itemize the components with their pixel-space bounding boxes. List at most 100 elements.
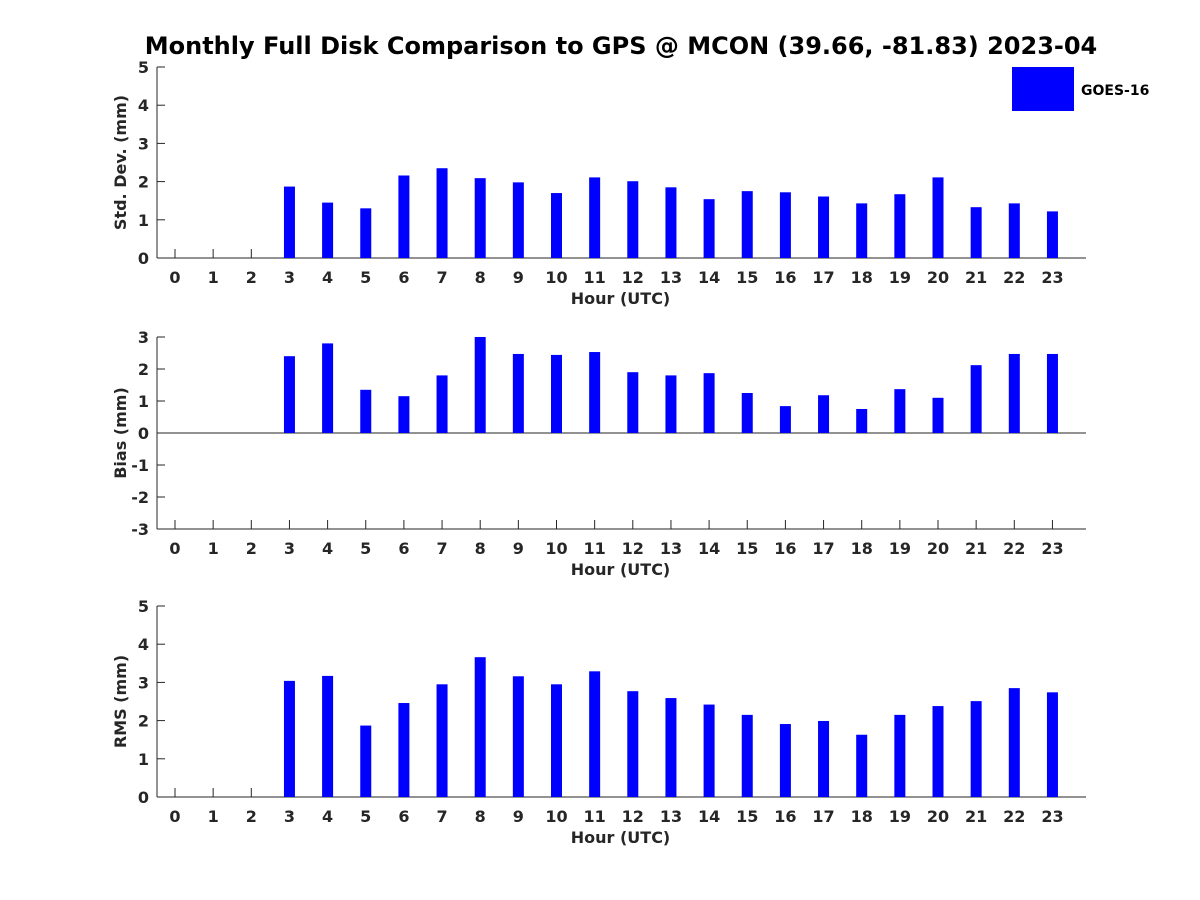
x-tick-label: 6 bbox=[398, 807, 409, 826]
bar-hour-12 bbox=[627, 372, 639, 433]
bar-hour-9 bbox=[512, 182, 524, 258]
bar-hour-13 bbox=[665, 375, 677, 433]
x-tick-label: 12 bbox=[622, 807, 644, 826]
bar-hour-22 bbox=[1008, 353, 1020, 433]
bar-hour-8 bbox=[474, 178, 486, 258]
x-tick-label: 9 bbox=[513, 268, 524, 287]
x-tick-label: 1 bbox=[208, 539, 219, 558]
x-tick-label: 15 bbox=[736, 268, 758, 287]
bar-hour-16 bbox=[779, 192, 791, 258]
bar-hour-21 bbox=[970, 701, 982, 797]
bar-hour-22 bbox=[1008, 203, 1020, 258]
y-axis-label: Bias (mm) bbox=[111, 387, 130, 479]
x-tick-label: 16 bbox=[774, 539, 796, 558]
y-tick-label: 0 bbox=[138, 249, 149, 268]
x-tick-label: 5 bbox=[360, 807, 371, 826]
bar-hour-5 bbox=[360, 208, 372, 258]
bar-hour-17 bbox=[818, 395, 830, 433]
bar-hour-23 bbox=[1046, 353, 1058, 433]
x-tick-label: 20 bbox=[927, 268, 949, 287]
legend-swatch bbox=[1012, 67, 1074, 111]
bar-hour-7 bbox=[436, 375, 448, 433]
bar-hour-23 bbox=[1046, 211, 1058, 258]
bar-hour-15 bbox=[741, 191, 753, 258]
bar-hour-14 bbox=[703, 199, 715, 258]
bar-hour-7 bbox=[436, 684, 448, 797]
x-tick-label: 14 bbox=[698, 807, 720, 826]
x-tick-label: 14 bbox=[698, 268, 720, 287]
x-tick-label: 17 bbox=[812, 539, 834, 558]
bar-hour-4 bbox=[322, 675, 334, 797]
x-tick-label: 16 bbox=[774, 807, 796, 826]
x-tick-label: 10 bbox=[545, 807, 567, 826]
bar-hour-18 bbox=[856, 409, 868, 433]
legend: GOES-16 bbox=[1012, 67, 1149, 111]
x-tick-label: 18 bbox=[851, 539, 873, 558]
bar-hour-18 bbox=[856, 734, 868, 797]
y-tick-label: 2 bbox=[138, 712, 149, 731]
x-tick-label: 0 bbox=[169, 807, 180, 826]
bar-hour-11 bbox=[589, 177, 601, 258]
bar-hour-15 bbox=[741, 393, 753, 433]
x-tick-label: 14 bbox=[698, 539, 720, 558]
x-tick-label: 12 bbox=[622, 539, 644, 558]
bar-hour-6 bbox=[398, 703, 410, 797]
x-tick-label: 22 bbox=[1003, 539, 1025, 558]
y-tick-label: 4 bbox=[138, 96, 149, 115]
x-tick-label: 13 bbox=[660, 539, 682, 558]
x-tick-label: 3 bbox=[284, 539, 295, 558]
bar-hour-10 bbox=[551, 354, 562, 433]
x-tick-label: 0 bbox=[169, 268, 180, 287]
x-tick-label: 7 bbox=[436, 539, 447, 558]
bar-hour-14 bbox=[703, 373, 715, 433]
y-tick-label: 2 bbox=[138, 360, 149, 379]
y-axis-label: RMS (mm) bbox=[111, 655, 130, 748]
bar-hour-9 bbox=[512, 676, 524, 797]
bar-hour-21 bbox=[970, 365, 982, 433]
x-tick-label: 1 bbox=[208, 268, 219, 287]
x-tick-label: 9 bbox=[513, 539, 524, 558]
bar-hour-8 bbox=[474, 337, 486, 433]
bar-hour-17 bbox=[818, 720, 830, 797]
x-tick-label: 9 bbox=[513, 807, 524, 826]
x-tick-label: 3 bbox=[284, 807, 295, 826]
x-tick-label: 2 bbox=[246, 539, 257, 558]
y-tick-label: 1 bbox=[138, 211, 149, 230]
bar-hour-20 bbox=[932, 177, 944, 258]
x-tick-label: 11 bbox=[584, 807, 606, 826]
x-axis-label: Hour (UTC) bbox=[571, 828, 671, 847]
x-tick-label: 10 bbox=[545, 268, 567, 287]
bar-hour-13 bbox=[665, 698, 677, 797]
x-tick-label: 8 bbox=[475, 539, 486, 558]
x-tick-label: 4 bbox=[322, 268, 333, 287]
bar-hour-16 bbox=[779, 406, 791, 433]
x-tick-label: 13 bbox=[660, 807, 682, 826]
x-tick-label: 19 bbox=[889, 268, 911, 287]
y-tick-label: 3 bbox=[138, 134, 149, 153]
bar-hour-10 bbox=[551, 193, 562, 258]
y-tick-label: 3 bbox=[138, 328, 149, 347]
y-tick-label: 1 bbox=[138, 750, 149, 769]
bar-hour-9 bbox=[512, 353, 524, 433]
bar-hour-12 bbox=[627, 181, 639, 258]
y-tick-label: -1 bbox=[131, 456, 149, 475]
x-tick-label: 19 bbox=[889, 807, 911, 826]
y-tick-label: 4 bbox=[138, 635, 149, 654]
x-tick-label: 13 bbox=[660, 268, 682, 287]
x-tick-label: 5 bbox=[360, 539, 371, 558]
x-tick-label: 6 bbox=[398, 539, 409, 558]
x-tick-label: 17 bbox=[812, 268, 834, 287]
x-tick-label: 7 bbox=[436, 268, 447, 287]
y-tick-label: 2 bbox=[138, 173, 149, 192]
bar-hour-21 bbox=[970, 207, 982, 258]
bar-hour-19 bbox=[894, 714, 906, 797]
x-tick-label: 11 bbox=[584, 268, 606, 287]
bar-hour-20 bbox=[932, 397, 944, 433]
bar-hour-13 bbox=[665, 187, 677, 258]
bar-hour-22 bbox=[1008, 688, 1020, 797]
bar-hour-8 bbox=[474, 657, 486, 797]
x-tick-label: 20 bbox=[927, 539, 949, 558]
